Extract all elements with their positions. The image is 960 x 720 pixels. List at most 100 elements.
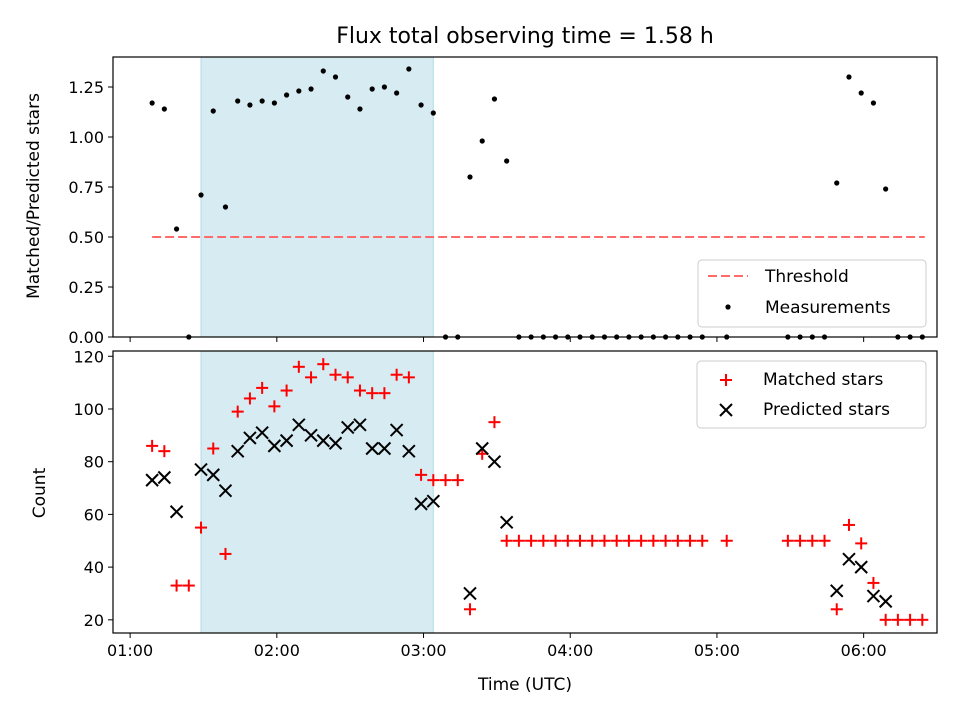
top-title: Flux total observing time = 1.58 h (336, 24, 714, 49)
predicted-stars-point (414, 497, 428, 511)
predicted-stars-point (255, 425, 269, 440)
matched-stars-point (684, 534, 697, 547)
matched-stars-point (488, 416, 501, 429)
matched-stars-point (463, 603, 476, 616)
matched-stars-point (659, 534, 672, 547)
bottom-xtick-label: 05:00 (694, 641, 740, 660)
matched-stars-point (561, 534, 574, 547)
measurement-point (345, 94, 351, 100)
top-legend: Threshold Measurements (697, 259, 927, 328)
predicted-stars-point (878, 594, 893, 609)
predicted-stars-point (169, 505, 184, 519)
bottom-legend-box (696, 360, 927, 429)
bottom-ytick-label: 60 (84, 505, 104, 524)
measurement-point (504, 158, 510, 164)
bottom-ytick-label: 40 (84, 558, 104, 577)
legend-predicted-swatch (719, 403, 733, 417)
bottom-xtick-label: 01:00 (107, 641, 153, 660)
measurement-point (210, 108, 216, 114)
matched-stars-point (402, 371, 415, 384)
matched-stars-point (867, 576, 880, 589)
measurement-point (467, 174, 473, 180)
predicted-stars-point (267, 439, 282, 453)
predicted-stars-point (157, 470, 172, 485)
measurement-point (173, 226, 180, 232)
bottom-xtick-label: 04:00 (547, 641, 593, 660)
matched-stars-point (879, 613, 892, 626)
matched-stars-point (292, 360, 305, 373)
predicted-stars-point (830, 584, 844, 598)
matched-stars-point (427, 474, 440, 487)
legend-measurements-swatch (725, 304, 731, 310)
predicted-stars-point (304, 428, 318, 443)
predicted-stars-point (487, 454, 502, 469)
legend-matched-swatch (720, 374, 732, 386)
matched-stars-point (891, 613, 904, 626)
top-legend-box (697, 259, 927, 328)
matched-stars-point (207, 442, 220, 455)
bottom-xtick-label: 03:00 (400, 641, 446, 660)
predicted-stars-point (145, 473, 159, 487)
matched-stars-point (830, 603, 843, 616)
predicted-stars-point (292, 418, 306, 432)
legend-predicted-label: Predicted stars (763, 400, 890, 420)
predicted-stars-point (426, 494, 441, 508)
measurement-point (381, 84, 388, 90)
matched-stars-point (720, 534, 733, 547)
matched-stars-point (341, 371, 354, 384)
matched-stars-point (598, 534, 611, 547)
measurement-point (369, 86, 375, 92)
matched-stars-point (512, 534, 525, 547)
top-ylabel: Matched/Predicted stars (24, 93, 44, 299)
measurement-point (430, 110, 436, 116)
measurement-point (834, 180, 840, 186)
legend-measurements-label: Measurements (765, 298, 891, 318)
measurement-point (883, 186, 889, 192)
bottom-plot-area: 20 40 60 80 100 120 01:00 02:00 03:00 04:00 05:00 0… (73, 347, 938, 660)
predicted-stars-point (463, 586, 477, 601)
matched-stars-point (280, 384, 293, 397)
matched-stars-point (500, 534, 513, 547)
legend-matched-label: Matched stars (763, 370, 883, 390)
matched-stars-point (219, 547, 232, 560)
matched-stars-point (904, 613, 917, 626)
measurement-point (320, 68, 326, 74)
predicted-stars-point (194, 462, 208, 477)
matched-stars-point (439, 474, 452, 487)
bottom-xlabel: Time (UTC) (477, 675, 572, 695)
predicted-stars-point (341, 420, 355, 435)
bottom-ylabel: Count (30, 467, 50, 518)
matched-stars-point (158, 445, 171, 458)
measurement-point (858, 90, 864, 96)
bottom-axes-frame (112, 350, 938, 634)
matched-stars-point (671, 534, 684, 547)
matched-stars-point (855, 537, 868, 550)
measurement-point (357, 106, 363, 112)
matched-stars-point (647, 534, 660, 547)
matched-stars-point (622, 534, 635, 547)
top-plot-area: 0.00 0.25 0.50 0.75 1.00 1.25 (68, 56, 938, 347)
matched-stars-point (329, 368, 342, 381)
measurement-point (308, 86, 314, 92)
measurement-point (479, 138, 485, 144)
bottom-ytick-label: 20 (84, 611, 104, 630)
predicted-stars-point (243, 431, 257, 445)
matched-stars-point (549, 534, 562, 547)
top-ytick-label: 0.25 (68, 278, 104, 297)
matched-stars-point (818, 534, 831, 547)
matched-stars-point (353, 384, 366, 397)
top-ytick-label: 0.50 (68, 228, 104, 247)
matched-stars-point (317, 358, 330, 371)
measurement-point (222, 204, 229, 210)
matched-stars-point (170, 579, 183, 592)
matched-stars-point (794, 534, 807, 547)
measurement-point (149, 100, 155, 106)
matched-stars-point (842, 518, 855, 531)
matched-stars-point (574, 534, 587, 547)
matched-stars-point (231, 405, 244, 418)
measurement-point (870, 100, 877, 106)
matched-stars-point (451, 474, 464, 487)
predicted-stars-point (389, 423, 404, 437)
predicted-stars-point (328, 436, 343, 450)
